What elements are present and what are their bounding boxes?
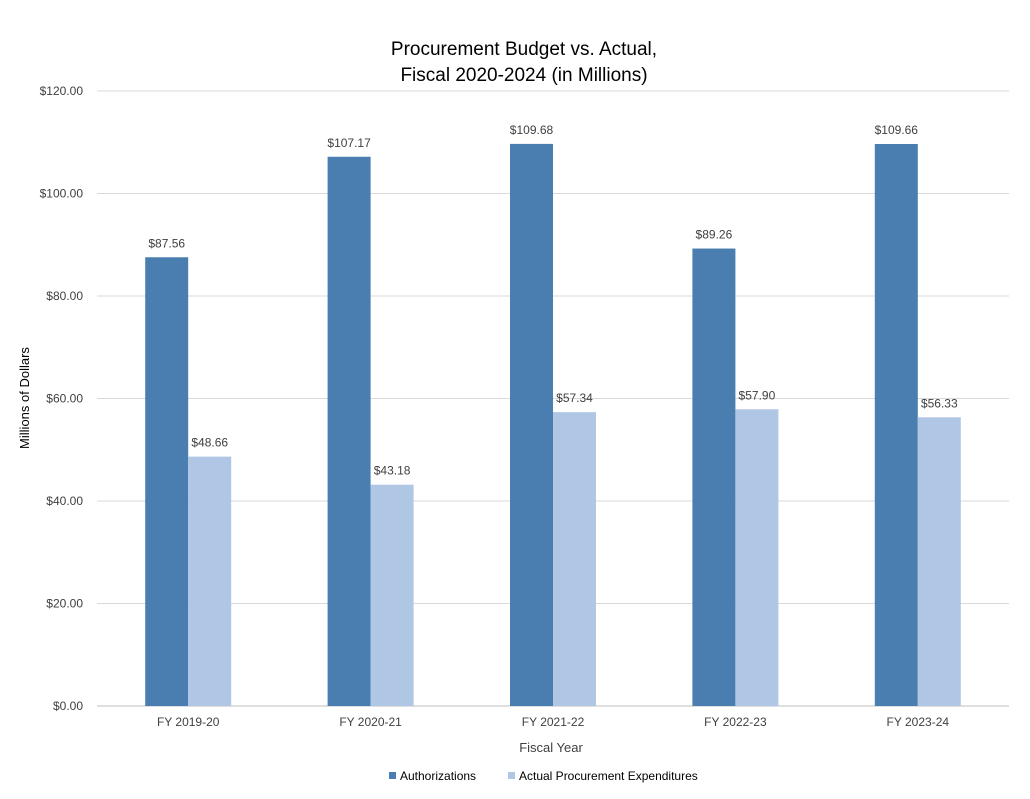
legend-label-authorizations: Authorizations: [400, 769, 476, 783]
y-tick-label: $20.00: [46, 597, 83, 611]
chart-title-line-1: Procurement Budget vs. Actual,: [391, 39, 657, 60]
bar-authorizations: [874, 143, 918, 706]
x-axis-title: Fiscal Year: [519, 740, 583, 755]
data-label: $48.66: [191, 436, 228, 450]
legend-swatch-actual-expenditures: [508, 772, 515, 779]
x-axis-ticks: FY 2019-20 FY 2020-21 FY 2021-22 FY 2022-23…: [157, 715, 949, 729]
y-tick-label: $80.00: [46, 289, 83, 303]
bar-actual-expenditures: [370, 484, 414, 706]
data-labels: $87.56 $48.66 $107.17 $43.18 $109.68 $57.34 $8…: [148, 123, 958, 478]
data-label: $87.56: [148, 236, 185, 250]
data-label: $109.66: [875, 123, 919, 137]
y-tick-label: $120.00: [40, 84, 84, 98]
bars: [145, 143, 961, 707]
y-tick-label: $0.00: [53, 699, 83, 713]
bar-actual-expenditures: [553, 412, 596, 706]
bar-actual-expenditures: [188, 456, 232, 706]
x-tick-label: FY 2021-22: [522, 715, 585, 729]
legend-swatch-authorizations: [389, 772, 396, 779]
bar-actual-expenditures: [917, 417, 961, 706]
bar-authorizations: [692, 248, 736, 707]
data-label: $109.68: [510, 123, 554, 137]
y-tick-label: $60.00: [46, 392, 83, 406]
bar-actual-expenditures: [735, 409, 779, 706]
data-label: $107.17: [327, 136, 371, 150]
y-tick-label: $40.00: [46, 494, 83, 508]
data-label: $56.33: [921, 396, 958, 410]
y-axis-ticks: $0.00 $20.00 $40.00 $60.00 $80.00 $100.00 $120…: [40, 84, 84, 713]
data-label: $89.26: [696, 228, 733, 242]
x-tick-label: FY 2019-20: [157, 715, 220, 729]
x-tick-label: FY 2022-23: [704, 715, 767, 729]
bar-authorizations: [327, 156, 371, 706]
legend: Authorizations Actual Procurement Expend…: [389, 769, 698, 783]
data-label: $43.18: [374, 464, 411, 478]
bar-authorizations: [510, 143, 553, 706]
y-axis-title: Millions of Dollars: [17, 347, 32, 449]
x-tick-label: FY 2023-24: [887, 715, 950, 729]
y-tick-label: $100.00: [40, 187, 84, 201]
data-label: $57.34: [556, 391, 593, 405]
x-tick-label: FY 2020-21: [339, 715, 402, 729]
bar-authorizations: [145, 257, 189, 706]
chart-title-line-2: Fiscal 2020-2024 (in Millions): [400, 65, 647, 86]
data-label: $57.90: [739, 388, 776, 402]
legend-label-actual-expenditures: Actual Procurement Expenditures: [519, 769, 698, 783]
